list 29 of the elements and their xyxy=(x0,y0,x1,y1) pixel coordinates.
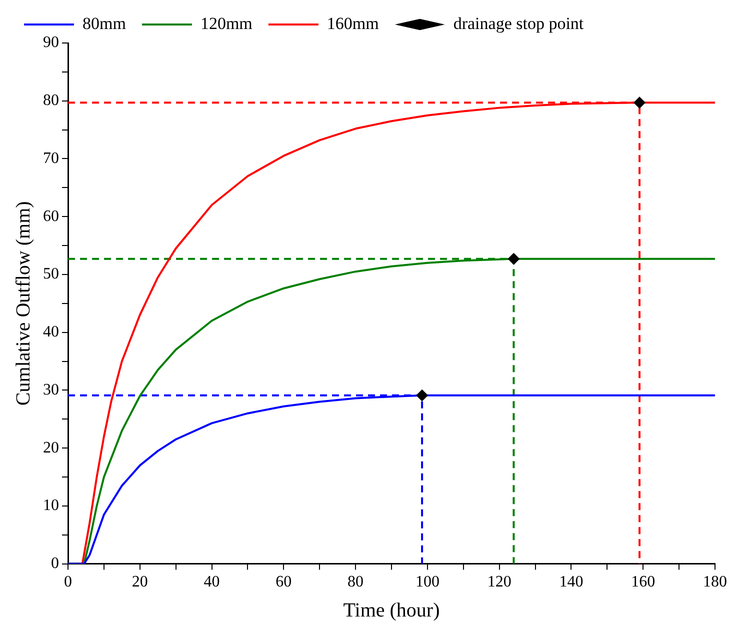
x-tick-label: 80 xyxy=(348,574,364,591)
y-tick-label: 60 xyxy=(43,208,59,225)
x-tick-label: 160 xyxy=(631,574,656,591)
legend-label: 80mm xyxy=(82,14,126,33)
x-tick-label: 180 xyxy=(703,574,727,591)
point xyxy=(634,96,646,109)
x-tick-label: 100 xyxy=(415,574,440,591)
y-tick-label: 70 xyxy=(43,150,59,167)
x-tick-label: 20 xyxy=(132,574,148,591)
y-tick-label: 90 xyxy=(43,34,59,52)
y-tick-label: 40 xyxy=(43,324,59,341)
y-tick-label: 0 xyxy=(51,555,59,572)
y-tick-label: 30 xyxy=(43,381,59,398)
x-tick-label: 0 xyxy=(64,574,72,591)
x-tick-label: 60 xyxy=(276,574,292,591)
x-tick-label: 40 xyxy=(204,574,220,591)
point xyxy=(416,389,428,402)
legend-label: drainage stop point xyxy=(453,14,584,33)
point xyxy=(508,252,520,265)
y-tick-label: 80 xyxy=(43,92,59,110)
x-axis-title: Time (hour) xyxy=(343,599,440,622)
legend-label: 120mm xyxy=(200,14,252,33)
y-tick-label: 10 xyxy=(43,497,59,514)
y-axis-title: Cumlative Outflow (mm) xyxy=(12,201,34,406)
x-tick-label: 140 xyxy=(559,574,584,591)
y-tick-label: 20 xyxy=(43,439,59,456)
y-tick-label: 50 xyxy=(43,266,59,283)
x-tick-label: 120 xyxy=(487,574,512,591)
legend-label: 160mm xyxy=(326,14,379,33)
